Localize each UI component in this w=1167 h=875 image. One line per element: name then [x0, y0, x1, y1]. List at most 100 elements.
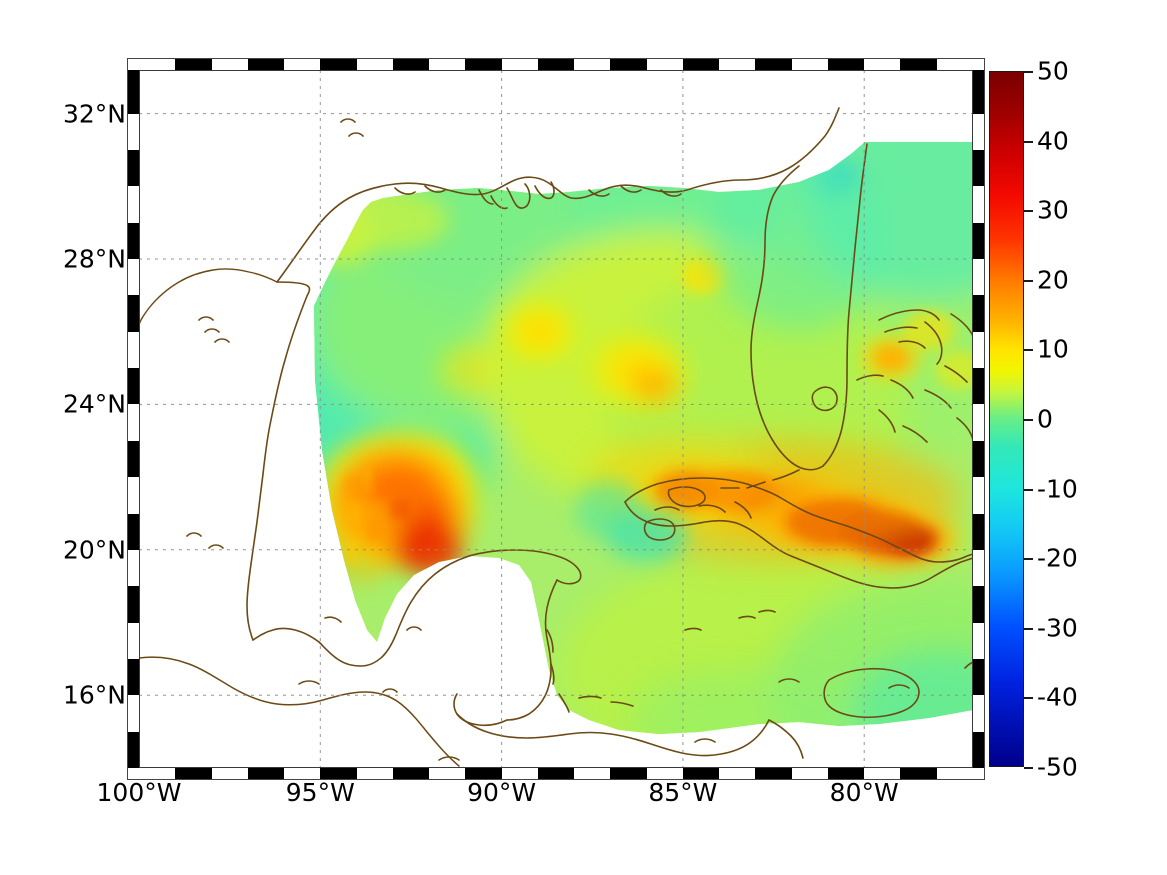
coastline-layer — [139, 107, 973, 767]
map-border-left-seg — [127, 149, 139, 187]
map-border-bottom-seg — [827, 768, 865, 780]
map-border-bottom-seg — [320, 768, 357, 780]
map-border-top-seg — [356, 58, 393, 70]
colorbar-tick-neg40 — [1024, 697, 1033, 700]
map-border-right-seg — [973, 77, 985, 114]
map-border-top-seg — [392, 58, 430, 70]
data-field — [314, 142, 973, 734]
colorbar-label-40: 40 — [1037, 126, 1069, 156]
map-border-right-seg — [973, 549, 985, 587]
map-border-bottom-seg — [211, 768, 248, 780]
map-border-top-seg — [719, 58, 756, 70]
colorbar-tick-10 — [1024, 349, 1033, 352]
map-border-bottom-seg — [501, 768, 538, 780]
colorbar-label-10: 10 — [1037, 334, 1069, 364]
map-border-left-seg — [127, 222, 139, 260]
map-border-right-seg — [973, 586, 985, 623]
map-border-top-seg — [139, 58, 176, 70]
map-border-top-seg — [936, 58, 973, 70]
map-border-right-seg — [973, 731, 985, 768]
map-border-left-seg — [127, 695, 139, 732]
map-border-bottom-seg — [755, 768, 792, 780]
map-border-bottom-seg — [900, 768, 937, 780]
y-tick-label-16N: 16°N — [62, 680, 126, 710]
map-border-right-seg — [973, 404, 985, 441]
map-border-left-seg — [127, 331, 139, 369]
x-tick-label-80W: 80°W — [829, 778, 899, 807]
map-border-top-seg — [791, 58, 828, 70]
map-border-top-seg — [320, 58, 357, 70]
map-border-bottom-seg — [284, 768, 321, 780]
map-border-right-seg — [973, 149, 985, 187]
map-border-top-seg — [574, 58, 611, 70]
map-border-top-seg — [429, 58, 466, 70]
map-border-left-seg — [127, 440, 139, 478]
map-border-top-seg — [755, 58, 792, 70]
map-border-bottom-seg — [537, 768, 575, 780]
x-tick-label-100W: 100°W — [96, 778, 182, 807]
map-border-bottom-seg — [936, 768, 973, 780]
map-border-top-seg — [864, 58, 901, 70]
map-border-bottom-seg — [429, 768, 466, 780]
map-border-top-seg — [682, 58, 720, 70]
x-tick-label-95W: 95°W — [285, 778, 355, 807]
colorbar-label-50: 50 — [1037, 56, 1069, 86]
colorbar-label-neg40: -40 — [1037, 682, 1078, 712]
x-tick-label-90W: 90°W — [467, 778, 537, 807]
colorbar-gradient — [989, 71, 1024, 767]
map-border-top-seg — [610, 58, 647, 70]
colorbar-label-neg50: -50 — [1037, 752, 1078, 782]
map-border-right-seg — [973, 259, 985, 296]
map-border-left-seg — [127, 658, 139, 696]
map-border-left-seg — [127, 586, 139, 623]
map-border-right-seg — [973, 186, 985, 223]
map-border-bottom-seg — [610, 768, 647, 780]
colorbar-tick-neg30 — [1024, 627, 1033, 630]
map-border-right-seg — [973, 113, 985, 150]
map-border-right-seg — [973, 295, 985, 332]
colorbar-label-neg20: -20 — [1037, 543, 1078, 573]
colorbar-tick-0 — [1024, 419, 1033, 421]
map-data-layer — [139, 70, 973, 768]
map-border-left-seg — [127, 477, 139, 514]
y-tick-label-28N: 28°N — [62, 244, 126, 274]
map-border-right-seg — [973, 440, 985, 478]
map-border-right-seg — [973, 658, 985, 696]
map-border-top-seg — [175, 58, 212, 70]
colorbar-tick-neg20 — [1024, 558, 1033, 561]
colorbar-tick-40 — [1024, 140, 1033, 143]
y-tick-label-32N: 32°N — [62, 99, 126, 129]
map-border-right-seg — [973, 331, 985, 369]
map-border-top-seg — [465, 58, 502, 70]
gridlines — [139, 70, 973, 768]
map-border-bottom-seg — [719, 768, 756, 780]
map-border-top-seg — [284, 58, 321, 70]
map-border-top-seg — [211, 58, 248, 70]
colorbar-label-30: 30 — [1037, 195, 1069, 225]
colorbar-tick-30 — [1024, 210, 1033, 213]
map-border-bottom-seg — [791, 768, 828, 780]
map-border-left-seg — [127, 295, 139, 332]
map-axes[interactable] — [127, 58, 985, 780]
colorbar-tick-20 — [1024, 279, 1033, 282]
map-border-left-seg — [127, 113, 139, 150]
map-border-bottom-seg — [247, 768, 285, 780]
map-border-bottom-seg — [574, 768, 611, 780]
colorbar-tick-neg10 — [1024, 488, 1033, 491]
map-border-top-seg — [247, 58, 285, 70]
map-border-left-seg — [127, 622, 139, 659]
map-border-top-seg — [827, 58, 865, 70]
map-border-bottom-seg — [392, 768, 430, 780]
map-border-right-seg — [973, 477, 985, 514]
map-border-right-seg — [973, 695, 985, 732]
colorbar-label-neg10: -10 — [1037, 474, 1078, 504]
colorbar-label-neg30: -30 — [1037, 613, 1078, 643]
colorbar[interactable]: 50 40 30 20 10 0 -10 -20 -30 -40 -50 — [989, 57, 1078, 782]
map-border-bottom-seg — [465, 768, 502, 780]
colorbar-label-0: 0 — [1037, 404, 1053, 434]
map-raster-and-coastlines — [139, 70, 973, 768]
map-border-left-seg — [127, 186, 139, 223]
y-tick-label-24N: 24°N — [62, 389, 126, 419]
colorbar-tick-neg50 — [1024, 767, 1033, 769]
